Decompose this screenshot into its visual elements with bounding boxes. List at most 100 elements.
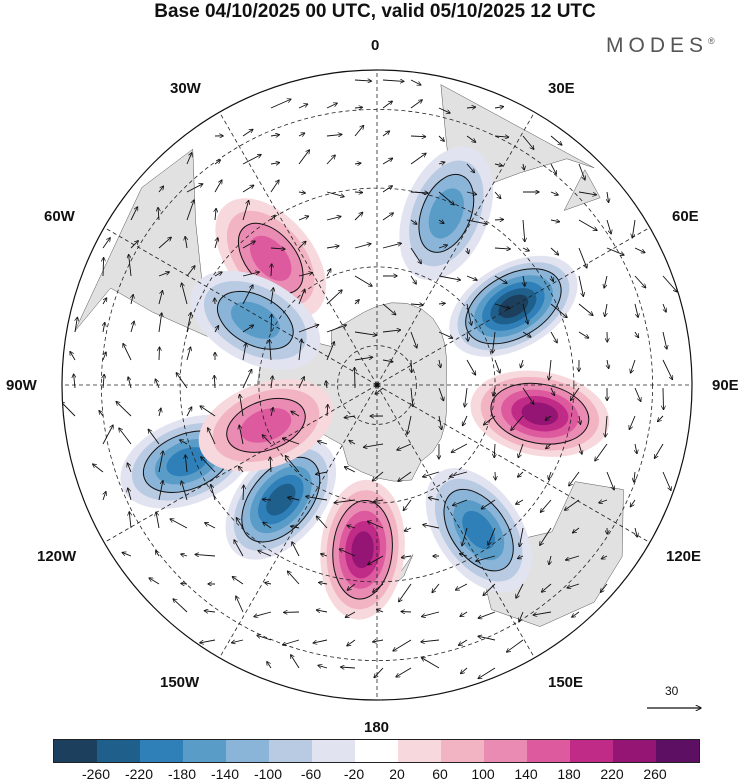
- anomaly-kerguelen-ridge: [470, 370, 610, 457]
- wind-arrow: [298, 241, 306, 249]
- wind-arrow: [410, 219, 417, 224]
- wind-arrow: [466, 192, 477, 195]
- wind-arrow: [354, 107, 363, 108]
- wind-arrow: [511, 415, 524, 430]
- wind-arrow: [410, 100, 422, 109]
- wind-arrow: [578, 331, 589, 338]
- wind-arrow: [551, 275, 553, 282]
- wind-arrow: [662, 275, 677, 292]
- latitude-circle: [337, 345, 417, 425]
- wind-arrow: [214, 326, 219, 333]
- colorbar-tick-label: -180: [167, 766, 197, 782]
- wind-arrow: [399, 583, 412, 602]
- wind-arrow: [411, 359, 412, 373]
- wind-arrow: [578, 443, 582, 454]
- wind-arrow: [316, 610, 328, 612]
- wind-arrow: [127, 463, 132, 473]
- wind-arrow: [242, 272, 259, 277]
- wind-arrow: [242, 325, 254, 333]
- lon-label-90e: 90E: [712, 377, 739, 394]
- wind-arrow: [102, 425, 113, 445]
- wind-arrow: [269, 340, 271, 361]
- wind-arrow: [438, 275, 461, 280]
- wind-arrow: [549, 359, 551, 380]
- wind-arrow: [156, 551, 160, 557]
- wind-arrow: [377, 609, 384, 612]
- wind-arrow: [438, 245, 447, 248]
- wind-arrow: [354, 212, 363, 221]
- wind-arrow: [158, 291, 163, 305]
- wind-arrow: [421, 640, 440, 642]
- wind-arrow: [326, 155, 335, 165]
- wind-arrow: [459, 639, 468, 645]
- wind-arrow: [423, 525, 440, 529]
- colorbar-tick-label: 60: [432, 766, 448, 782]
- wind-arrow: [550, 303, 567, 318]
- wind-arrow: [522, 303, 528, 324]
- wind-arrow: [494, 164, 503, 166]
- wind-arrow: [102, 298, 107, 305]
- wind-arrow: [103, 352, 106, 361]
- wind-arrow: [292, 542, 300, 557]
- wind-arrow: [466, 303, 472, 325]
- wind-arrow: [298, 273, 312, 277]
- wind-arrow: [397, 443, 412, 450]
- wind-arrow: [453, 499, 468, 506]
- wind-arrow: [606, 471, 614, 490]
- colorbar-swatch: [312, 740, 355, 762]
- wind-arrow: [298, 104, 308, 109]
- wind-arrow: [494, 303, 510, 309]
- wind-arrow: [316, 516, 328, 529]
- wind-arrow: [326, 381, 327, 389]
- wind-arrow: [403, 499, 412, 511]
- wind-arrow: [571, 387, 580, 401]
- wind-arrow: [578, 247, 587, 268]
- wind-arrow: [634, 387, 641, 402]
- wind-arrow: [466, 107, 476, 108]
- wind-arrow: [242, 285, 253, 305]
- wind-arrow: [347, 583, 356, 590]
- wind-arrow: [494, 359, 500, 373]
- colorbar-swatch: [527, 740, 570, 762]
- wind-arrow: [607, 191, 609, 203]
- colorbar-swatch: [355, 740, 398, 762]
- wind-arrow: [74, 374, 75, 389]
- wind-arrow: [382, 131, 390, 137]
- land-layer: [74, 84, 624, 627]
- lon-label-30e: 30E: [548, 80, 575, 97]
- lon-label-120e: 120E: [666, 548, 702, 565]
- colorbar-swatch: [570, 740, 613, 762]
- wind-arrow: [288, 497, 300, 501]
- map-title: Base 04/10/2025 00 UTC, valid 05/10/2025…: [154, 1, 596, 22]
- wind-arrow: [298, 133, 305, 136]
- wind-arrow: [298, 289, 305, 305]
- wind-arrow: [578, 275, 583, 296]
- wind-arrow: [566, 555, 580, 560]
- wind-arrow: [466, 275, 477, 280]
- anomaly-contour: [351, 531, 374, 569]
- wind-arrow: [578, 163, 585, 180]
- wind-arrow: [242, 200, 249, 221]
- wind-arrow: [239, 466, 244, 473]
- wind-arrow: [339, 549, 356, 557]
- meridian-line: [376, 384, 535, 658]
- wind-arrow: [518, 556, 524, 559]
- wind-vectors: [62, 80, 677, 679]
- wind-arrow: [326, 342, 334, 361]
- wind-arrow: [466, 135, 476, 142]
- wind-arrow: [326, 246, 339, 248]
- wind-arrow: [298, 325, 319, 333]
- anomaly-weddell-trough: [190, 270, 321, 370]
- colorbar-swatch: [484, 740, 527, 762]
- wind-arrow: [186, 347, 191, 361]
- wind-arrow: [158, 481, 163, 501]
- wind-arrow: [521, 359, 524, 368]
- wind-arrow: [232, 577, 244, 585]
- wind-arrow: [271, 314, 272, 333]
- lon-label-120w: 120W: [37, 548, 77, 565]
- wind-arrow: [422, 658, 440, 669]
- wind-arrow: [368, 555, 384, 565]
- wind-arrow: [550, 163, 556, 174]
- wind-arrow: [550, 220, 560, 222]
- wind-arrow: [185, 236, 187, 249]
